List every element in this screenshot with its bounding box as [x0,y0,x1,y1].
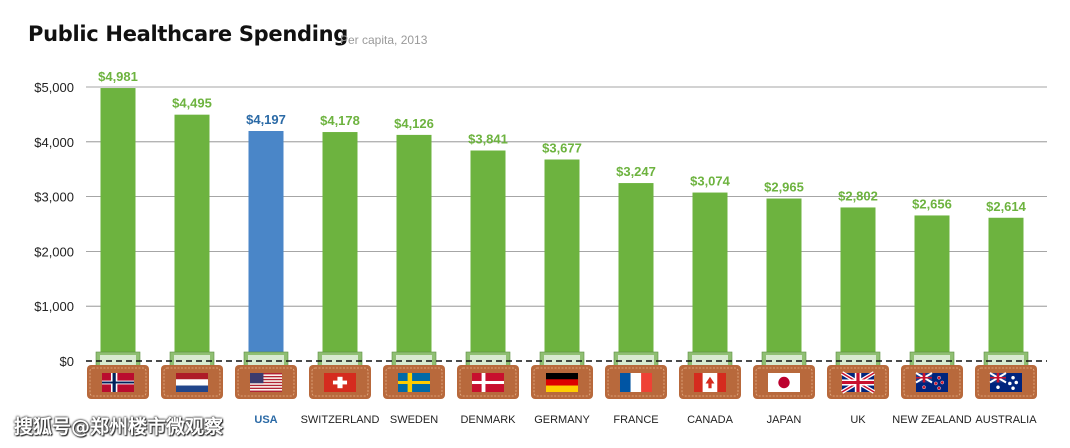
data-label: $2,802 [838,188,878,203]
data-label: $4,981 [98,69,138,84]
wallet-icon [827,351,889,399]
bar [914,215,950,361]
x-tick-label: JAPAN [767,414,802,426]
x-tick-label: UK [850,414,866,426]
wallet-icon [87,351,149,399]
wallet-icon [605,351,667,399]
bar [396,134,432,361]
bar [618,183,654,361]
x-tick-label: GERMANY [534,414,590,426]
uk-flag-icon [840,371,876,394]
denmark-flag-icon [472,373,504,392]
data-label: $2,965 [764,180,804,195]
netherlands-flag-icon [176,373,208,392]
data-label: $4,178 [320,113,360,128]
bar [988,217,1024,361]
bar [100,88,136,361]
france-flag-icon [620,373,652,392]
data-label: $3,247 [616,164,656,179]
y-tick-label: $1,000 [34,299,74,314]
y-tick-label: $4,000 [34,135,74,150]
data-label: $3,841 [468,132,508,147]
data-label: $2,656 [912,196,952,211]
chart-title: Public Healthcare Spending [28,22,348,46]
wallet-icon [901,351,963,399]
canada-flag-icon [694,373,726,392]
y-tick-label: $2,000 [34,244,74,259]
australia-flag-icon [989,372,1022,392]
y-tick-label: $0 [60,354,74,369]
wallet-icon [457,351,519,399]
x-tick-label: AUSTRALIA [975,414,1037,426]
wallet-icon [235,351,297,399]
bar [766,198,802,361]
wallet-icon [975,351,1037,399]
new-zealand-flag-icon [915,372,948,392]
data-label: $3,074 [690,174,731,189]
bar [322,132,358,361]
bar [174,114,210,361]
wallet-icon [309,351,371,399]
data-label: $4,197 [246,112,286,127]
wallet-icon [531,351,593,399]
bar [544,159,580,361]
data-label: $2,614 [986,199,1027,214]
norway-flag-icon [102,373,134,392]
japan-flag-icon [768,373,800,392]
bar [840,207,876,361]
wallet-icon [161,351,223,399]
sweden-flag-icon [398,373,430,392]
wallet-icon [679,351,741,399]
y-tick-label: $3,000 [34,190,74,205]
x-tick-label: FRANCE [613,414,658,426]
data-label: $4,495 [172,96,212,111]
germany-flag-icon [546,373,578,392]
data-label: $3,677 [542,141,582,156]
usa-flag-icon [250,373,282,392]
x-tick-label: USA [254,414,277,426]
bar [692,192,728,361]
data-label: $4,126 [394,116,434,131]
x-tick-label: SWEDEN [390,414,438,426]
watermark-text: 搜狐号@郑州楼市微观察 [14,416,224,438]
chart-subtitle: Per capita, 2013 [340,33,428,47]
wallet-icon [753,351,815,399]
bar [470,150,506,361]
switzerland-flag-icon [324,373,356,392]
bar [248,131,284,361]
wallet-icon [383,351,445,399]
y-tick-label: $5,000 [34,80,74,95]
x-tick-label: DENMARK [460,414,516,426]
x-tick-label: SWITZERLAND [301,414,380,426]
x-tick-label: CANADA [687,414,734,426]
x-tick-label: NEW ZEALAND [892,414,972,426]
